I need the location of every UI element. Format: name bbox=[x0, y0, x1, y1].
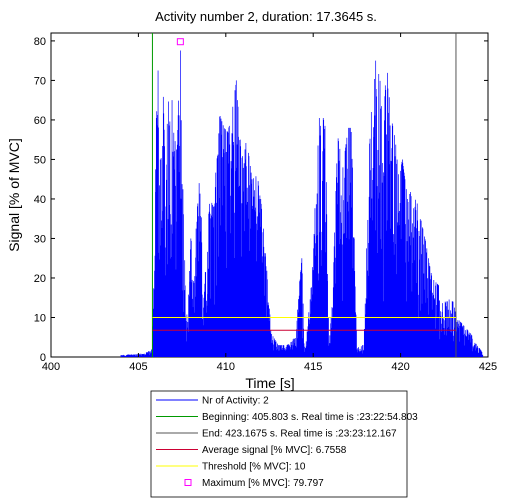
maximum-marker bbox=[176, 38, 184, 46]
x-tick-label: 405 bbox=[129, 361, 147, 373]
y-tick-label: 70 bbox=[34, 75, 46, 87]
y-tick-label: 0 bbox=[40, 352, 46, 364]
y-tick-label: 40 bbox=[34, 194, 46, 206]
y-tick-label: 30 bbox=[34, 233, 46, 245]
y-tick-label: 80 bbox=[34, 36, 46, 48]
x-tick-label: 415 bbox=[304, 361, 322, 373]
x-tick-label: 400 bbox=[42, 361, 60, 373]
legend-label-signal: Nr of Activity: 2 bbox=[202, 396, 269, 407]
x-tick-label: 420 bbox=[391, 361, 409, 373]
legend-label-beginning: Beginning: 405.803 s. Real time is :23:2… bbox=[202, 412, 418, 423]
legend-box bbox=[150, 390, 408, 498]
x-tick-label: 425 bbox=[479, 361, 497, 373]
x-axis-label: Time [s] bbox=[245, 375, 294, 391]
legend-label-average: Average signal [% MVC]: 6.7558 bbox=[202, 445, 347, 456]
y-tick-label: 10 bbox=[34, 312, 46, 324]
y-tick-label: 60 bbox=[34, 115, 46, 127]
legend-label-maximum: Maximum [% MVC]: 79.797 bbox=[202, 478, 324, 489]
legend-label-end: End: 423.1675 s. Real time is :23:23:12.… bbox=[202, 429, 397, 440]
legend-label-threshold: Threshold [% MVC]: 10 bbox=[202, 462, 306, 473]
y-tick-label: 20 bbox=[34, 273, 46, 285]
chart-title: Activity number 2, duration: 17.3645 s. bbox=[155, 9, 377, 24]
y-axis-label: Signal [% of MVC] bbox=[6, 138, 22, 252]
x-tick-label: 410 bbox=[217, 361, 235, 373]
y-tick-label: 50 bbox=[34, 154, 46, 166]
legend-swatch-maximum bbox=[184, 479, 192, 486]
legend: Nr of Activity: 2 Beginning: 405.803 s. R… bbox=[150, 390, 418, 498]
